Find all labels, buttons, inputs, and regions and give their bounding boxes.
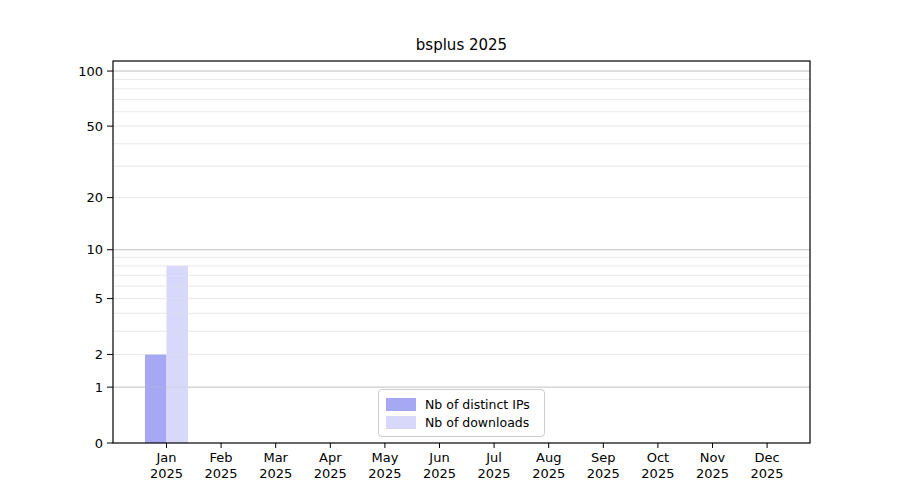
x-tick-label-oct: Oct2025: [641, 450, 674, 481]
chart-figure: bsplus 2025 0125102050100Jan2025Feb2025M…: [0, 0, 900, 500]
x-tick-label-mar: Mar2025: [259, 450, 292, 481]
legend-item-downloads: Nb of downloads: [386, 415, 536, 430]
y-tick-label-5: 5: [95, 291, 103, 306]
legend-swatch-distinct-ips: [386, 398, 416, 411]
y-tick-label-1: 1: [95, 380, 103, 395]
y-tick-label-2: 2: [95, 347, 103, 362]
y-tick-label-10: 10: [86, 242, 103, 257]
y-tick-label-0: 0: [95, 436, 103, 451]
x-tick-label-may: May2025: [368, 450, 401, 481]
x-tick-label-jul: Jul2025: [478, 450, 511, 481]
y-tick-label-20: 20: [86, 190, 103, 205]
x-tick-label-feb: Feb2025: [205, 450, 238, 481]
legend-item-distinct-ips: Nb of distinct IPs: [386, 397, 536, 412]
plot-border: [113, 61, 810, 443]
x-tick-label-apr: Apr2025: [314, 450, 347, 481]
legend: Nb of distinct IPs Nb of downloads: [378, 389, 545, 437]
y-tick-label-50: 50: [86, 119, 103, 134]
bar-jan-distinct-ips: [145, 354, 167, 443]
legend-label-distinct-ips: Nb of distinct IPs: [425, 397, 530, 412]
x-tick-label-aug: Aug2025: [532, 450, 565, 481]
x-tick-label-jan: Jan2025: [150, 450, 183, 481]
x-tick-label-sep: Sep2025: [587, 450, 620, 481]
x-tick-label-nov: Nov2025: [696, 450, 729, 481]
y-tick-label-100: 100: [78, 64, 103, 79]
legend-swatch-downloads: [386, 416, 416, 429]
x-tick-label-jun: Jun2025: [423, 450, 456, 481]
legend-label-downloads: Nb of downloads: [425, 415, 529, 430]
x-tick-label-dec: Dec2025: [751, 450, 784, 481]
